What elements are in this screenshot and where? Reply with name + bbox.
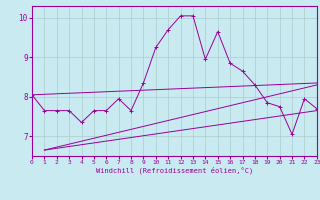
X-axis label: Windchill (Refroidissement éolien,°C): Windchill (Refroidissement éolien,°C) — [96, 167, 253, 174]
